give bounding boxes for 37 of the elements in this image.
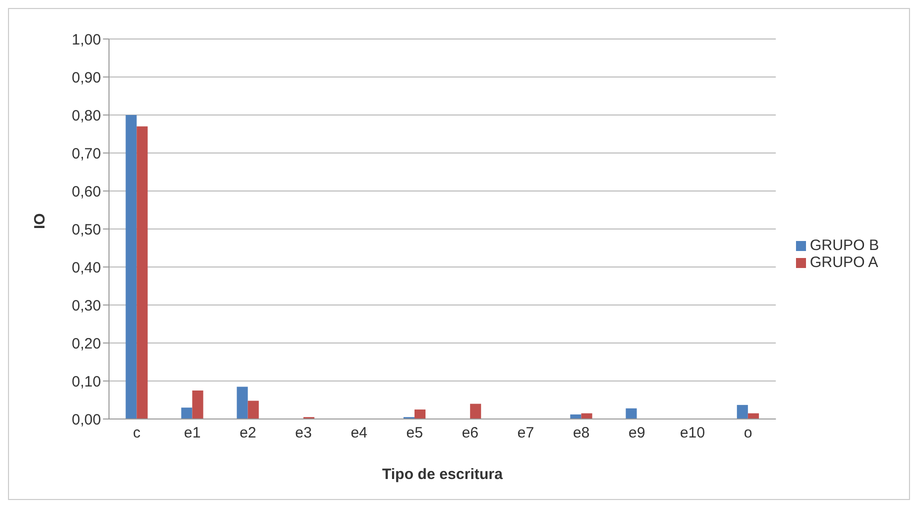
- x-tick-label: e6: [462, 424, 479, 442]
- bar: [136, 126, 148, 419]
- x-tick-label: e3: [295, 424, 312, 442]
- x-tick-label: e1: [184, 424, 201, 442]
- x-tick-label: e8: [572, 424, 590, 442]
- y-tick-label: 0,80: [72, 107, 101, 124]
- x-tick-label: e7: [517, 424, 534, 442]
- x-tick-label: e10: [680, 424, 705, 442]
- y-tick-label: 0,50: [72, 221, 101, 238]
- y-tick-label: 0,20: [72, 335, 101, 352]
- x-tick-label: e9: [628, 424, 646, 442]
- bar: [626, 408, 637, 419]
- bar: [236, 386, 248, 419]
- bar: [414, 410, 426, 419]
- bar: [248, 400, 259, 419]
- y-tick-label: 0,10: [72, 373, 101, 390]
- legend-label: GRUPO B: [810, 237, 879, 254]
- x-tick-label: e5: [406, 424, 423, 442]
- y-tick-label: 0,00: [72, 411, 101, 428]
- bar: [126, 115, 137, 419]
- y-tick-label: 0,70: [72, 145, 101, 162]
- y-tick-label: 0,60: [72, 183, 101, 200]
- x-tick-label: o: [744, 424, 752, 442]
- y-tick-label: 1,00: [72, 31, 101, 48]
- y-axis-title: IO: [31, 212, 48, 229]
- x-tick-label: e2: [240, 424, 256, 442]
- bar: [181, 408, 192, 419]
- x-tick-label: c: [133, 424, 142, 442]
- legend-label: GRUPO A: [810, 254, 878, 271]
- y-tick-label: 0,90: [72, 69, 101, 86]
- y-tick-label: 0,40: [72, 259, 101, 276]
- y-tick-label: 0,30: [72, 297, 101, 314]
- x-axis-title: Tipo de escritura: [382, 466, 504, 483]
- bar: [736, 404, 748, 419]
- bar: [192, 390, 204, 419]
- x-tick-label: e4: [350, 424, 368, 442]
- bar: [470, 404, 482, 419]
